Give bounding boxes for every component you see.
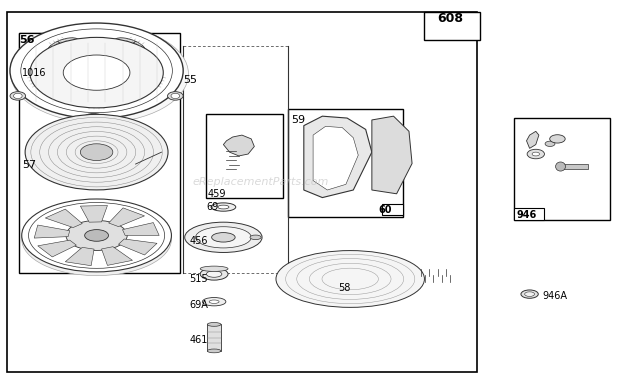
Ellipse shape (25, 114, 168, 190)
Ellipse shape (206, 271, 222, 277)
Bar (19, 33, 53, 48)
Circle shape (171, 93, 180, 98)
Text: 58: 58 (338, 283, 350, 293)
Ellipse shape (276, 250, 425, 307)
Polygon shape (108, 208, 144, 226)
Ellipse shape (207, 323, 221, 326)
Text: 55: 55 (183, 75, 197, 85)
Polygon shape (313, 127, 358, 190)
Text: 456: 456 (189, 236, 208, 246)
Text: 946A: 946A (542, 291, 567, 301)
Text: 946: 946 (516, 210, 537, 220)
Bar (514, 208, 544, 220)
Ellipse shape (80, 62, 113, 80)
Ellipse shape (114, 38, 146, 54)
Bar (383, 204, 403, 215)
Ellipse shape (10, 23, 183, 119)
Ellipse shape (30, 37, 163, 108)
Ellipse shape (218, 205, 229, 209)
Ellipse shape (202, 298, 226, 306)
Ellipse shape (63, 55, 130, 90)
Bar (514, 118, 610, 220)
Ellipse shape (21, 29, 172, 112)
Bar (560, 164, 588, 169)
Polygon shape (118, 239, 157, 255)
Ellipse shape (140, 70, 161, 91)
Bar (7, 12, 477, 372)
Ellipse shape (66, 220, 127, 250)
Ellipse shape (185, 222, 262, 252)
Text: 461: 461 (189, 334, 208, 345)
Bar (425, 12, 480, 40)
Ellipse shape (200, 266, 228, 271)
Polygon shape (123, 223, 159, 236)
Ellipse shape (550, 135, 565, 143)
Ellipse shape (22, 203, 172, 276)
Text: 60: 60 (378, 205, 392, 215)
Ellipse shape (48, 38, 79, 54)
Bar (207, 325, 221, 351)
Text: 59: 59 (291, 115, 306, 125)
Ellipse shape (78, 96, 115, 107)
Bar (288, 109, 403, 217)
Text: 459: 459 (208, 189, 226, 199)
Ellipse shape (209, 300, 219, 303)
Ellipse shape (11, 25, 188, 123)
Ellipse shape (532, 152, 539, 156)
Polygon shape (526, 131, 539, 148)
Ellipse shape (545, 141, 555, 146)
Ellipse shape (29, 203, 165, 268)
Polygon shape (223, 135, 254, 156)
Polygon shape (372, 116, 412, 194)
Text: 608: 608 (438, 13, 463, 25)
Ellipse shape (521, 290, 538, 298)
Polygon shape (45, 209, 82, 228)
Polygon shape (304, 116, 372, 198)
Ellipse shape (84, 114, 103, 122)
Text: eReplacementParts.com: eReplacementParts.com (192, 177, 329, 187)
Ellipse shape (32, 70, 54, 91)
Ellipse shape (556, 162, 565, 171)
Bar (19, 33, 180, 273)
Text: 57: 57 (22, 160, 37, 170)
Polygon shape (65, 247, 94, 266)
Ellipse shape (207, 349, 221, 353)
Polygon shape (38, 240, 76, 257)
Ellipse shape (250, 235, 261, 240)
Text: 56: 56 (19, 35, 35, 46)
Text: 515: 515 (189, 274, 208, 284)
Ellipse shape (85, 230, 108, 241)
Text: 69A: 69A (189, 301, 208, 310)
Bar (206, 114, 283, 198)
Ellipse shape (10, 92, 25, 100)
Ellipse shape (87, 65, 106, 76)
Ellipse shape (167, 92, 183, 100)
Ellipse shape (211, 203, 236, 211)
Ellipse shape (200, 268, 228, 280)
Polygon shape (34, 225, 69, 238)
Polygon shape (102, 247, 133, 265)
Ellipse shape (527, 149, 544, 159)
Ellipse shape (195, 227, 251, 248)
Ellipse shape (211, 233, 235, 242)
Ellipse shape (22, 199, 172, 272)
Polygon shape (81, 206, 107, 222)
Ellipse shape (81, 144, 113, 160)
Text: 1016: 1016 (22, 68, 47, 78)
Text: 69: 69 (206, 202, 218, 212)
Circle shape (14, 93, 22, 98)
Ellipse shape (525, 292, 534, 296)
